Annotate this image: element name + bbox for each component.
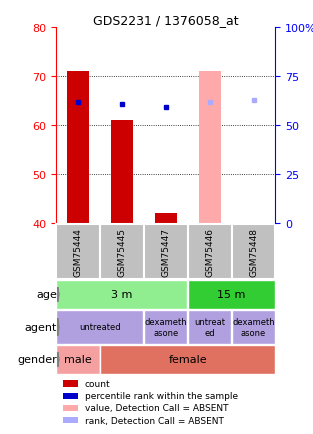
FancyBboxPatch shape	[232, 225, 275, 279]
FancyBboxPatch shape	[144, 225, 188, 279]
Bar	[63, 417, 78, 423]
Text: GSM75446: GSM75446	[205, 227, 214, 276]
FancyBboxPatch shape	[144, 310, 187, 345]
Polygon shape	[58, 319, 59, 336]
Bar	[63, 405, 78, 411]
FancyBboxPatch shape	[188, 225, 232, 279]
FancyBboxPatch shape	[188, 280, 275, 309]
Text: female: female	[168, 355, 207, 365]
Bar	[63, 393, 78, 399]
FancyBboxPatch shape	[188, 310, 231, 345]
Text: GSM75447: GSM75447	[162, 227, 170, 276]
Polygon shape	[58, 287, 59, 302]
Text: percentile rank within the sample: percentile rank within the sample	[85, 391, 238, 400]
Text: untreated: untreated	[80, 323, 121, 332]
Text: male: male	[64, 355, 92, 365]
Text: dexameth
asone: dexameth asone	[232, 318, 275, 337]
Text: 3 m: 3 m	[111, 290, 133, 300]
Text: count: count	[85, 379, 110, 388]
FancyBboxPatch shape	[56, 345, 100, 374]
Text: GSM75444: GSM75444	[74, 227, 83, 276]
FancyBboxPatch shape	[100, 345, 275, 374]
Bar	[155, 214, 177, 224]
Text: rank, Detection Call = ABSENT: rank, Detection Call = ABSENT	[85, 416, 224, 425]
Text: GSM75445: GSM75445	[118, 227, 126, 276]
Text: gender: gender	[18, 355, 57, 365]
Polygon shape	[58, 352, 59, 367]
Text: age: age	[36, 290, 57, 300]
Bar	[63, 381, 78, 387]
FancyBboxPatch shape	[56, 280, 187, 309]
Text: dexameth
asone: dexameth asone	[145, 318, 187, 337]
FancyBboxPatch shape	[232, 310, 275, 345]
Text: untreat
ed: untreat ed	[194, 318, 225, 337]
FancyBboxPatch shape	[56, 310, 143, 345]
Title: GDS2231 / 1376058_at: GDS2231 / 1376058_at	[93, 14, 239, 27]
Text: GSM75448: GSM75448	[249, 227, 258, 276]
FancyBboxPatch shape	[56, 225, 100, 279]
Text: agent: agent	[25, 322, 57, 332]
FancyBboxPatch shape	[100, 225, 144, 279]
Bar	[111, 121, 133, 224]
Bar	[199, 72, 221, 224]
Text: 15 m: 15 m	[218, 290, 246, 300]
Text: value, Detection Call = ABSENT: value, Detection Call = ABSENT	[85, 404, 228, 413]
Bar	[67, 72, 89, 224]
